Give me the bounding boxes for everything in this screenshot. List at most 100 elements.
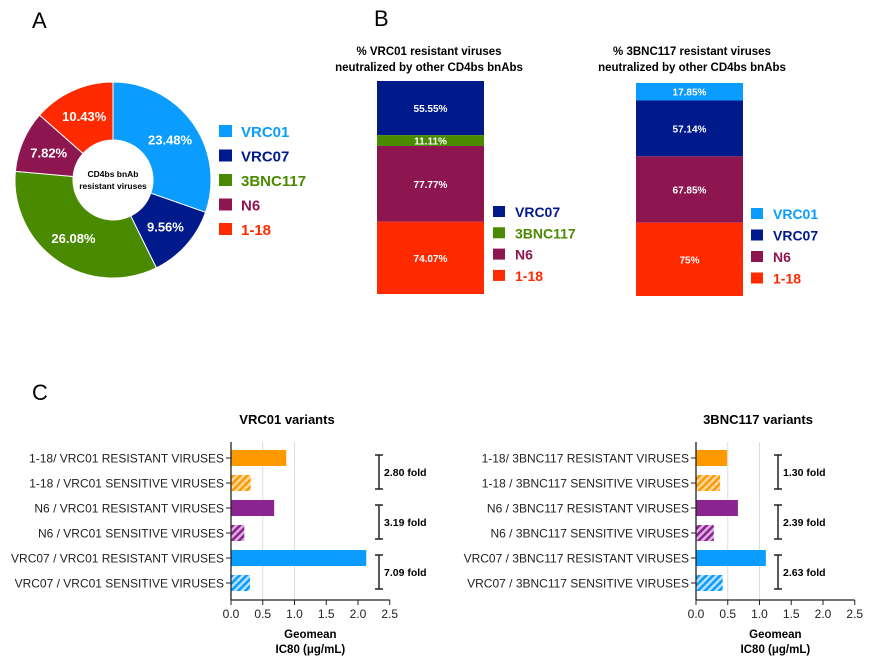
legend-swatch-vrc01 <box>219 125 232 137</box>
bar-vrc07-3bnc117-sensitive-viruses <box>696 575 723 591</box>
category-label: N6 / VRC01 RESISTANT VIRUSES <box>34 502 224 516</box>
fold-bracket <box>774 554 782 590</box>
category-label: N6 / 3BNC117 RESISTANT VIRUSES <box>487 502 689 516</box>
legend-label-n6: N6 <box>515 247 533 263</box>
bar-1-18-3bnc117-resistant-viruses <box>696 450 728 466</box>
legend-swatch-n6 <box>493 248 505 260</box>
stack-segment-label: 55.55% <box>414 104 448 115</box>
stack-segment-1-18 <box>377 221 484 294</box>
x-tick-label: 0.5 <box>254 607 271 621</box>
stack-segment-vrc07 <box>377 81 484 136</box>
stack-segment-vrc07 <box>636 100 743 157</box>
chart-title: neutralized by other CD4bs bnAbs <box>335 62 523 74</box>
fold-bracket <box>375 504 383 540</box>
category-label: 1-18/ 3BNC117 RESISTANT VIRUSES <box>482 452 689 466</box>
category-label: N6 / 3BNC117 SENSITIVE VIRUSES <box>490 527 689 541</box>
pie-slice-label: 26.08% <box>51 231 96 246</box>
stack-segment-n6 <box>636 156 743 223</box>
fold-annotation: 2.39 fold <box>783 517 826 529</box>
fold-bracket <box>375 454 383 490</box>
bar-1-18-vrc01-sensitive-viruses <box>231 475 251 491</box>
legend-label-vrc07: VRC07 <box>773 228 818 244</box>
category-label: N6 / VRC01 SENSITIVE VIRUSES <box>38 527 224 541</box>
pie-slice-label: 23.48% <box>148 132 193 147</box>
legend-label-3bnc117: 3BNC117 <box>515 225 576 241</box>
fold-bracket <box>375 554 383 590</box>
legend-label-1-18: 1-18 <box>515 268 543 284</box>
legend-swatch-n6 <box>219 198 232 211</box>
fold-annotation: 1.30 fold <box>783 467 826 479</box>
x-tick-label: 1.5 <box>318 607 335 621</box>
legend-label-1-18: 1-18 <box>241 222 271 239</box>
fold-annotation: 3.19 fold <box>384 517 427 529</box>
stack-segment-3bnc117 <box>377 135 484 146</box>
pie-center-label: CD4bs bnAb <box>88 169 139 179</box>
legend-label-vrc07: VRC07 <box>515 204 560 220</box>
legend-label-n6: N6 <box>773 249 791 265</box>
category-label: 1-18/ VRC01 RESISTANT VIRUSES <box>29 452 224 466</box>
x-axis-label: Geomean <box>749 629 801 641</box>
chart-title: neutralized by other CD4bs bnAbs <box>598 62 786 74</box>
legend-label-n6: N6 <box>241 198 260 215</box>
category-label: 1-18 / VRC01 SENSITIVE VIRUSES <box>29 477 224 491</box>
stack-segment-label: 77.77% <box>414 180 448 191</box>
bar-vrc07-vrc01-sensitive-viruses <box>231 575 251 591</box>
category-label: VRC07 / 3BNC117 SENSITIVE VIRUSES <box>467 577 689 591</box>
legend-label-1-18: 1-18 <box>773 271 801 287</box>
stack-segment-label: 17.85% <box>673 88 707 99</box>
fold-bracket <box>774 504 782 540</box>
panel-label-b: B <box>374 6 389 31</box>
x-tick-label: 2.5 <box>381 607 398 621</box>
stack-segment-label: 75% <box>679 255 699 266</box>
pie-slice-vrc01 <box>112 81 212 213</box>
stack-segment-1-18 <box>636 222 743 296</box>
bar-n6-vrc01-resistant-viruses <box>231 500 275 516</box>
bar-n6-3bnc117-resistant-viruses <box>696 500 738 516</box>
bar-n6-3bnc117-sensitive-viruses <box>696 525 714 541</box>
legend-swatch-1-18 <box>751 272 763 284</box>
legend-swatch-3bnc117 <box>219 174 232 186</box>
pie-slice-label: 10.43% <box>62 109 107 124</box>
pie-slice-1-18 <box>38 81 114 155</box>
legend-swatch-vrc07 <box>219 149 232 162</box>
legend-swatch-1-18 <box>493 269 505 281</box>
stack-segment-n6 <box>377 145 484 222</box>
x-tick-label: 2.5 <box>846 607 863 621</box>
legend-label-vrc01: VRC01 <box>773 206 818 222</box>
chart-title: % VRC01 resistant viruses <box>356 46 501 58</box>
panel-label-c: C <box>32 380 48 405</box>
x-axis-label: IC80 (μg/mL) <box>276 644 346 656</box>
stack-segment-label: 67.85% <box>673 185 707 196</box>
bar-1-18-vrc01-resistant-viruses <box>231 450 287 466</box>
category-label: VRC07 / VRC01 RESISTANT VIRUSES <box>11 552 224 566</box>
stack-segment-label: 74.07% <box>414 254 448 265</box>
panel-label-a: A <box>32 8 47 33</box>
fold-bracket <box>774 454 782 490</box>
stacked-bar-3bnc117: % 3BNC117 resistant viruses neutralized b… <box>598 46 818 296</box>
stack-segment-vrc01 <box>636 83 743 101</box>
category-label: 1-18 / 3BNC117 SENSITIVE VIRUSES <box>482 477 689 491</box>
legend-label-vrc01: VRC01 <box>241 124 289 141</box>
x-tick-label: 0.5 <box>719 607 736 621</box>
x-tick-label: 1.0 <box>751 607 768 621</box>
x-tick-label: 1.5 <box>783 607 800 621</box>
legend-swatch-vrc07 <box>493 206 505 217</box>
x-tick-label: 2.0 <box>815 607 832 621</box>
bar-vrc07-vrc01-resistant-viruses <box>231 550 367 566</box>
category-label: VRC07 / VRC01 SENSITIVE VIRUSES <box>15 577 224 591</box>
donut-chart: 23.48% 9.56% 26.08% 7.82% 10.43% CD4bs bnAb re… <box>14 81 306 279</box>
chart-title: % 3BNC117 resistant viruses <box>613 46 771 58</box>
legend-swatch-n6 <box>751 251 763 262</box>
stack-segment-label: 57.14% <box>673 124 707 135</box>
legend-label-vrc07: VRC07 <box>241 149 289 166</box>
x-axis-label: Geomean <box>284 629 336 641</box>
stacked-bar-vrc01: % VRC01 resistant viruses neutralized by … <box>335 46 576 294</box>
pie-center-label: resistant viruses <box>79 181 147 191</box>
fold-annotation: 2.63 fold <box>783 567 826 579</box>
bar-chart-3bnc117-variants: 3BNC117 variants 1-18/ 3BNC117 RESISTANT … <box>464 412 864 656</box>
x-tick-label: 2.0 <box>350 607 367 621</box>
pie-slice-label: 7.82% <box>30 145 67 160</box>
chart-title: VRC01 variants <box>239 412 334 427</box>
x-tick-label: 0.0 <box>223 607 240 621</box>
